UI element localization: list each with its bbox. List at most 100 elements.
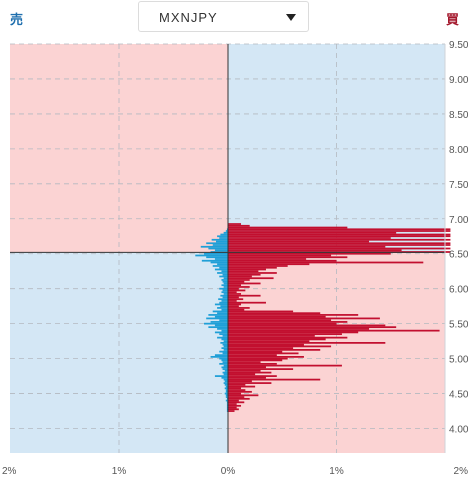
buy-bar [228, 300, 237, 302]
sell-bar [223, 378, 228, 381]
buy-bar [228, 263, 310, 266]
sell-bar [219, 287, 228, 290]
buy-bar [228, 224, 250, 227]
buy-bar [228, 284, 242, 287]
buy-bar [228, 383, 246, 386]
buy-bar [228, 286, 250, 288]
sell-bar [223, 286, 228, 288]
sell-bar [208, 326, 228, 329]
buy-bar [228, 275, 252, 278]
sell-bar [226, 410, 228, 412]
price-tick-label: 9.00 [449, 75, 469, 86]
buy-bar [228, 272, 277, 274]
sell-bar [221, 279, 228, 281]
caret-down-icon[interactable] [286, 14, 296, 21]
sell-bar [221, 270, 228, 273]
buy-bar [228, 287, 239, 290]
sell-bar [226, 408, 228, 411]
buy-bar [228, 289, 246, 292]
sell-bar [221, 308, 228, 311]
sell-bar [226, 401, 228, 404]
buy-bar [228, 343, 304, 346]
sell-bar [212, 265, 228, 267]
buy-bar [228, 280, 245, 283]
sell-bar [225, 385, 228, 388]
buy-bar [228, 371, 272, 374]
buy-bar [228, 354, 277, 356]
sell-bar [219, 266, 228, 269]
sell-bar [217, 312, 228, 315]
sell-bar [226, 404, 228, 407]
buy-bar [228, 303, 242, 306]
sell-bar [214, 315, 228, 318]
buy-bar [228, 335, 315, 337]
buy-bar [228, 408, 239, 411]
sell-bar [223, 364, 228, 367]
sell-bar [212, 244, 228, 246]
price-tick-label: 7.50 [449, 180, 469, 191]
buy-bar [228, 266, 277, 269]
buy-bar [228, 357, 288, 360]
buy-bar [228, 392, 242, 395]
sell-bar [206, 256, 228, 259]
sell-bar [222, 296, 228, 299]
sell-bar [221, 338, 228, 341]
sell-bar [224, 380, 228, 383]
buy-bar [228, 342, 386, 344]
sell-bar [223, 282, 228, 285]
sell-bar [222, 343, 228, 346]
sell-bar [222, 335, 228, 337]
buy-bar [228, 294, 261, 297]
buy-bar [228, 296, 239, 299]
buy-bar [228, 375, 277, 377]
sell-bar [200, 245, 228, 248]
buy-bar [228, 228, 451, 231]
buy-bar [228, 249, 402, 252]
sell-bar [217, 336, 228, 339]
buy-bar [228, 329, 440, 332]
sell-bar [221, 300, 228, 302]
sell-bar [222, 368, 228, 370]
buy-bar [228, 364, 342, 367]
price-tick-label: 5.00 [449, 355, 469, 366]
sell-bar [222, 273, 228, 276]
sell-bar [208, 247, 228, 250]
buy-bar [228, 238, 451, 241]
buy-bar [228, 265, 288, 267]
buy-bar [228, 277, 274, 280]
sell-bar [220, 233, 228, 236]
sell-bar [219, 237, 228, 239]
buy-bar [228, 349, 321, 351]
buy-bar [228, 366, 266, 369]
buy-bar [228, 324, 386, 327]
sell-bar [214, 324, 228, 327]
buy-bar [228, 382, 272, 384]
percent-tick-label: 1% [329, 466, 344, 477]
sell-bar [222, 289, 228, 292]
buy-bar [228, 259, 337, 262]
buy-bar [228, 389, 246, 391]
sell-bar [214, 303, 228, 306]
buy-bar [228, 254, 332, 257]
sell-bar [221, 291, 228, 294]
price-tick-label: 4.50 [449, 390, 469, 401]
buy-bar [228, 368, 294, 370]
buy-bar [228, 399, 239, 402]
buy-bar [228, 233, 451, 236]
sell-bar [219, 319, 228, 322]
buy-bar [228, 237, 391, 239]
currency-pair-dropdown[interactable]: MXNJPY [138, 1, 309, 32]
buy-bar [228, 242, 451, 245]
buy-bar [228, 307, 250, 309]
buy-bar [228, 331, 359, 334]
price-tick-label: 5.50 [449, 320, 469, 331]
sell-bar [210, 321, 228, 323]
buy-bar [228, 293, 242, 295]
buy-bar [228, 397, 250, 400]
buy-bar [228, 282, 261, 285]
sell-bar [225, 389, 228, 391]
sell-bar [222, 361, 228, 363]
buy-bar [228, 347, 294, 350]
buy-bar [228, 333, 342, 336]
buy-bar [228, 385, 256, 388]
